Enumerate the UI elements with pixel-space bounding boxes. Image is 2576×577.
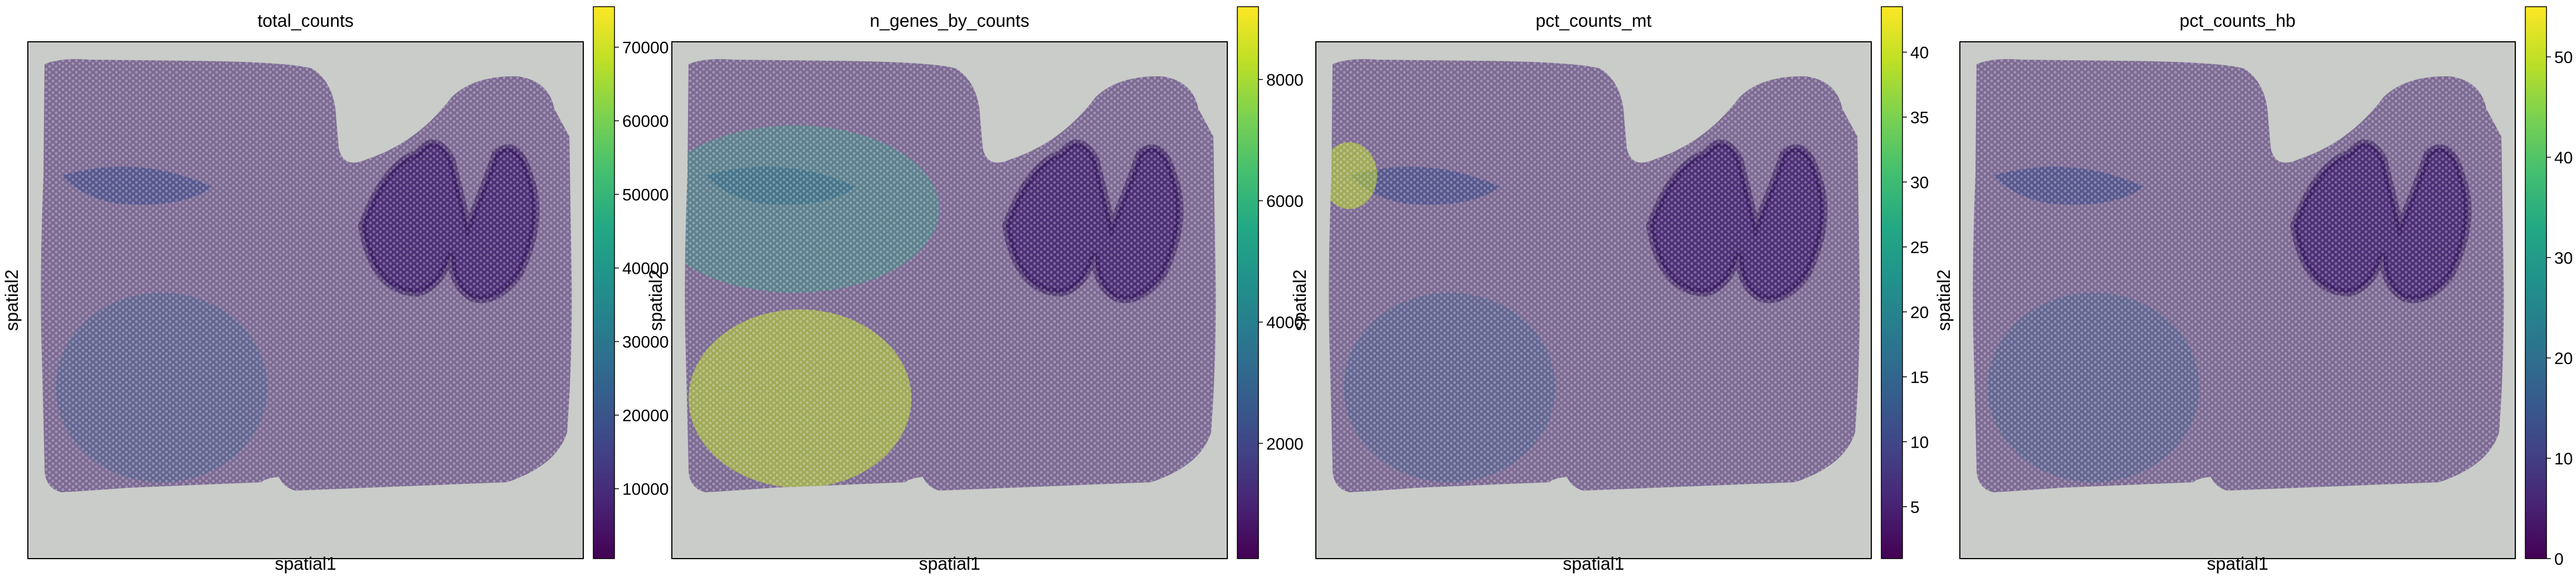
colorbar-tick-label: 8000: [1266, 71, 1304, 90]
tissue-image: [1329, 59, 1860, 492]
colorbar-tick-label: 25: [1910, 239, 1929, 257]
x-axis-label: spatial1: [919, 554, 980, 574]
y-axis-label: spatial2: [646, 269, 666, 331]
colorbar-tick-label: 20000: [622, 407, 669, 425]
colorbar-tick-label: 20: [1910, 303, 1929, 322]
tissue-image: [685, 59, 1216, 492]
colorbar-tick-label: 15: [1910, 368, 1929, 387]
panel-4: pct_counts_hb spatial1 spatial2 0 10 20 30 40 50: [1934, 6, 2573, 574]
colorbar-tick-label: 35: [1910, 109, 1929, 127]
panel-title: pct_counts_hb: [2179, 11, 2295, 31]
x-axis-label: spatial1: [2207, 554, 2268, 574]
colorbar-tick-label: 20: [2554, 350, 2573, 368]
colorbar-gradient: [1881, 6, 1903, 559]
colorbar-tick-label: 10: [1910, 433, 1929, 452]
colorbar-tick-label: 30000: [622, 333, 669, 352]
colorbar-tick-label: 50000: [622, 186, 669, 205]
x-axis-label: spatial1: [275, 554, 336, 574]
axes-frame: [27, 41, 584, 559]
colorbar: 2000 4000 6000 8000: [1237, 6, 1304, 559]
colorbar-tick-label: 2000: [1266, 435, 1304, 453]
axes: [1959, 41, 2516, 559]
colorbar-tick-label: 60000: [622, 113, 669, 131]
axes-frame: [671, 41, 1228, 559]
panel-title: total_counts: [257, 11, 354, 31]
tissue-image: [1973, 59, 2504, 492]
panel-title: pct_counts_mt: [1535, 11, 1651, 31]
axes: [1315, 41, 1872, 559]
colorbar-tick-label: 70000: [622, 39, 669, 57]
colorbar-tick-label: 10: [2554, 450, 2573, 468]
panel-title: n_genes_by_counts: [870, 11, 1029, 31]
axes-frame: [1315, 41, 1872, 559]
y-axis-label: spatial2: [1290, 269, 1310, 331]
colorbar-tick-label: 40: [2554, 149, 2573, 167]
panel-2: n_genes_by_counts spatial1 spatial2 2000 400…: [646, 6, 1304, 574]
colorbar-tick-label: 10000: [622, 481, 669, 499]
colorbar-tick-label: 40000: [622, 260, 669, 278]
colorbar-tick-label: 30: [1910, 173, 1929, 192]
axes-frame: [1959, 41, 2516, 559]
colorbar-tick-label: 6000: [1266, 192, 1304, 211]
colorbar-gradient: [2525, 6, 2547, 559]
colorbar: 0 10 20 30 40 50: [2525, 6, 2573, 569]
y-axis-label: spatial2: [1934, 269, 1954, 331]
panel-3: pct_counts_mt spatial1 spatial2 5 10 15 20 25 30…: [1290, 6, 1929, 574]
colorbar-tick-label: 40: [1910, 44, 1929, 62]
tissue-image: [41, 59, 572, 492]
colorbar: 10000 20000 30000 40000 50000 60000 70000: [593, 6, 669, 559]
y-axis-label: spatial2: [2, 269, 22, 331]
colorbar-gradient: [1237, 6, 1259, 559]
axes: [671, 41, 1228, 559]
colorbar-gradient: [593, 6, 615, 559]
colorbar: 5 10 15 20 25 30 35 40: [1881, 6, 1929, 559]
panel-1: total_counts spatial1 spatial2 10000 20000 30…: [2, 6, 669, 574]
colorbar-tick-label: 30: [2554, 249, 2573, 268]
x-axis-label: spatial1: [1563, 554, 1624, 574]
colorbar-tick-label: 0: [2554, 550, 2564, 569]
colorbar-tick-label: 50: [2554, 49, 2573, 67]
colorbar-tick-label: 4000: [1266, 314, 1304, 332]
axes: [27, 41, 584, 559]
colorbar-tick-label: 5: [1910, 498, 1920, 517]
